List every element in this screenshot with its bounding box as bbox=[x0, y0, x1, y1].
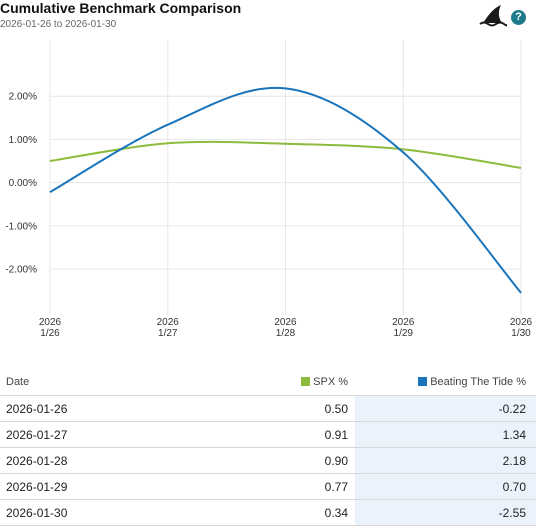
y-tick-label: -2.00% bbox=[5, 265, 37, 276]
x-tick-label: 2026 bbox=[39, 317, 62, 328]
btt-header-label: Beating The Tide % bbox=[430, 376, 526, 388]
spx-series-line bbox=[49, 140, 522, 169]
spx-legend-swatch bbox=[301, 377, 311, 386]
table-row: 2026-01-30 0.34 -2.55 bbox=[0, 499, 536, 526]
table-row: 2026-01-29 0.77 0.70 bbox=[0, 473, 536, 500]
btt-cell: -2.55 bbox=[355, 499, 536, 526]
x-tick-label: 1/29 bbox=[394, 328, 414, 339]
page-title: Cumulative Benchmark Comparison bbox=[0, 0, 242, 16]
table-row: 2026-01-26 0.50 -0.22 bbox=[0, 395, 536, 422]
date-range-subtitle: 2026-01-26 to 2026-01-30 bbox=[0, 19, 117, 30]
spx-cell: 0.50 bbox=[180, 395, 355, 422]
btt-cell: 1.34 bbox=[355, 421, 536, 448]
spx-cell: 0.90 bbox=[180, 447, 355, 474]
column-header-btt[interactable]: Beating The Tide % bbox=[355, 369, 536, 396]
cumulative-line-chart: 2.00%1.00%0.00%-1.00%-2.00% 20261/262026… bbox=[5, 40, 533, 339]
column-header-date[interactable]: Date bbox=[0, 369, 180, 396]
help-button[interactable]: ? bbox=[511, 10, 526, 25]
column-header-spx[interactable]: SPX % bbox=[180, 369, 355, 396]
date-cell: 2026-01-30 bbox=[0, 499, 180, 526]
table-row: 2026-01-28 0.90 2.18 bbox=[0, 447, 536, 474]
spx-cell: 0.77 bbox=[180, 473, 355, 500]
date-cell: 2026-01-27 bbox=[0, 421, 180, 448]
benchmark-table: Date SPX % Beating The Tide % 2026-01-26… bbox=[0, 369, 536, 526]
x-tick-label: 2026 bbox=[392, 317, 415, 328]
btt-cell: 0.70 bbox=[355, 473, 536, 500]
date-cell: 2026-01-29 bbox=[0, 473, 180, 500]
x-tick-label: 1/26 bbox=[40, 328, 60, 339]
x-tick-label: 1/28 bbox=[276, 328, 296, 339]
x-tick-label: 1/27 bbox=[158, 328, 178, 339]
date-cell: 2026-01-28 bbox=[0, 447, 180, 474]
date-cell: 2026-01-26 bbox=[0, 395, 180, 422]
spx-header-label: SPX % bbox=[313, 376, 348, 388]
y-tick-label: 1.00% bbox=[9, 135, 37, 146]
spx-cell: 0.91 bbox=[180, 421, 355, 448]
table-row: 2026-01-27 0.91 1.34 bbox=[0, 421, 536, 448]
x-tick-label: 2026 bbox=[510, 317, 533, 328]
x-tick-label: 2026 bbox=[274, 317, 297, 328]
y-tick-label: -1.00% bbox=[5, 221, 37, 232]
table-header-row: Date SPX % Beating The Tide % bbox=[0, 369, 536, 396]
y-tick-label: 2.00% bbox=[9, 92, 37, 103]
shark-fin-icon bbox=[479, 5, 507, 27]
btt-series-line bbox=[49, 86, 522, 294]
x-tick-label: 1/30 bbox=[511, 328, 531, 339]
spx-cell: 0.34 bbox=[180, 499, 355, 526]
btt-cell: 2.18 bbox=[355, 447, 536, 474]
btt-legend-swatch bbox=[418, 377, 428, 386]
btt-cell: -0.22 bbox=[355, 395, 536, 422]
x-tick-label: 2026 bbox=[157, 317, 180, 328]
y-tick-label: 0.00% bbox=[9, 178, 37, 189]
